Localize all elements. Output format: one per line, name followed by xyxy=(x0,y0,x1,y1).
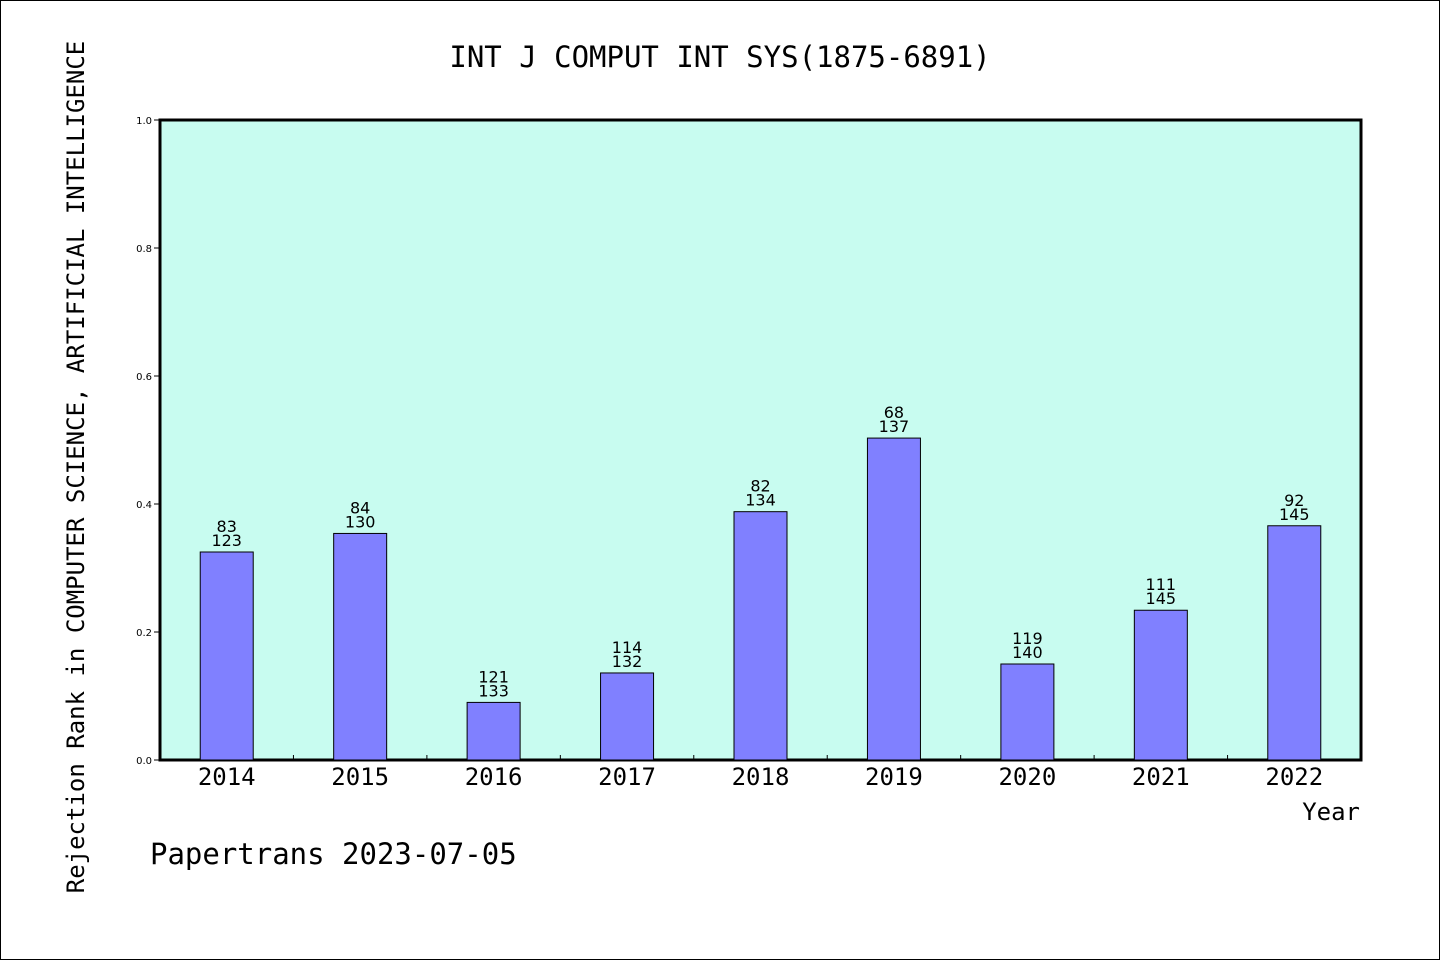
bar-total-label: 145 xyxy=(1146,589,1177,608)
bar-total-label: 137 xyxy=(879,417,910,436)
bar-rank-label: 84 xyxy=(350,498,370,517)
x-tick-label: 2019 xyxy=(865,763,923,791)
footer-credit: Papertrans 2023-07-05 xyxy=(150,837,517,871)
x-tick-label: 2021 xyxy=(1132,763,1190,791)
bar-total-label: 145 xyxy=(1279,505,1310,524)
bar-rank-label: 92 xyxy=(1284,491,1304,510)
chart-title: INT J COMPUT INT SYS(1875-6891) xyxy=(449,40,990,74)
y-tick-label: 1.0 xyxy=(136,116,152,127)
bar-2022 xyxy=(1267,525,1322,761)
y-tick-label: 0.6 xyxy=(136,372,152,383)
bar-total-label: 123 xyxy=(211,531,242,550)
x-tick-label: 2014 xyxy=(198,763,256,791)
bar-2016 xyxy=(466,701,521,761)
bar-rank-label: 68 xyxy=(884,403,904,422)
bar-2019 xyxy=(866,437,921,761)
bar-rank-label: 114 xyxy=(612,638,643,657)
bar-total-label: 132 xyxy=(612,652,643,671)
bar-total-label: 130 xyxy=(345,512,376,531)
y-axis: 0.0 0.2 0.4 0.6 0.8 1.0 xyxy=(136,116,160,767)
x-tick-label: 2018 xyxy=(732,763,790,791)
bar-rank-label: 82 xyxy=(750,477,770,496)
x-axis-label: Year xyxy=(1302,798,1360,826)
x-axis: 2014 2015 2016 2017 2018 2019 2020 2021 2022 xyxy=(198,755,1323,791)
y-axis-label: Rejection Rank in COMPUTER SCIENCE, ARTI… xyxy=(62,41,90,894)
bar-rank-label: 121 xyxy=(478,667,509,686)
bar-total-label: 133 xyxy=(478,681,509,700)
bar-rank-label: 119 xyxy=(1012,629,1043,648)
x-tick-label: 2017 xyxy=(598,763,656,791)
bar-2014 xyxy=(199,551,254,761)
bar-total-label: 134 xyxy=(745,491,776,510)
y-tick-label: 0.8 xyxy=(136,244,152,255)
y-tick-label: 0.2 xyxy=(136,628,152,639)
bar-rank-label: 111 xyxy=(1146,575,1177,594)
bar-rank-label: 83 xyxy=(217,517,237,536)
bar-2020 xyxy=(1000,663,1055,761)
bar-2021 xyxy=(1133,609,1188,761)
x-tick-label: 2020 xyxy=(998,763,1056,791)
bar-total-label: 140 xyxy=(1012,643,1043,662)
bar-2018 xyxy=(733,511,788,761)
x-tick-label: 2016 xyxy=(465,763,523,791)
x-tick-label: 2022 xyxy=(1265,763,1323,791)
bar-2015 xyxy=(333,532,388,761)
y-tick-label: 0.4 xyxy=(136,500,152,511)
y-tick-label: 0.0 xyxy=(136,756,152,767)
x-tick-label: 2015 xyxy=(331,763,389,791)
bar-2017 xyxy=(600,672,655,761)
